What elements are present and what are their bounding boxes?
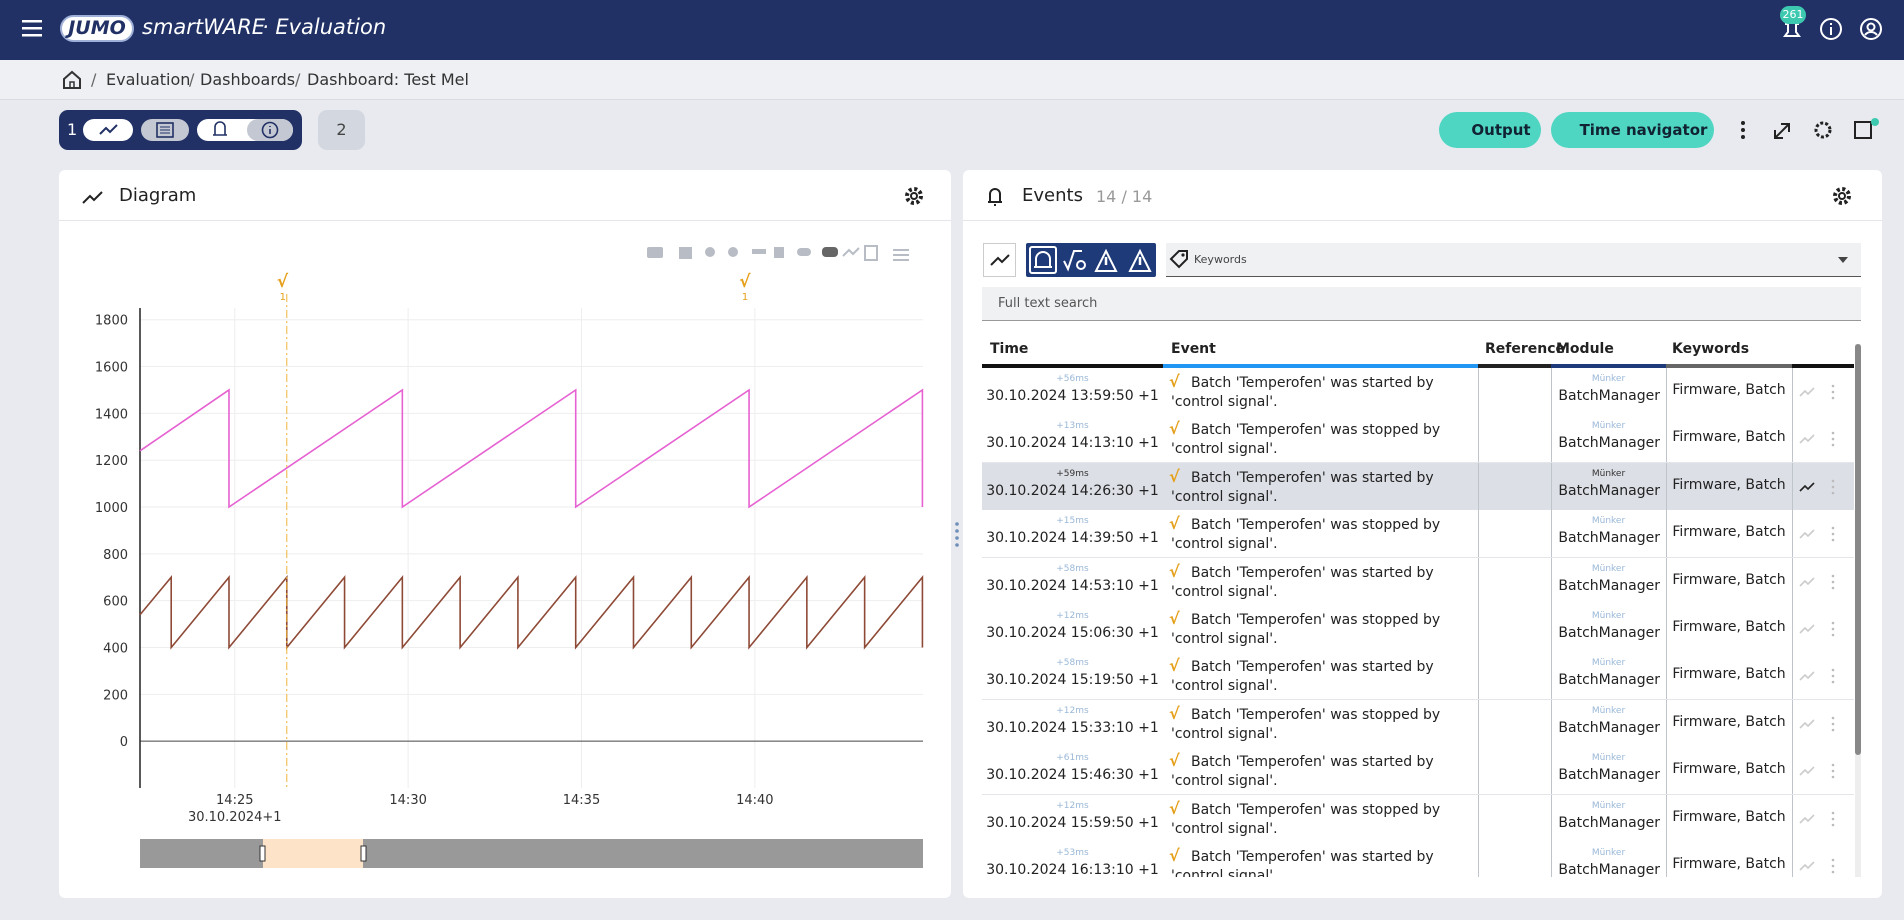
diagram-icon	[82, 191, 103, 204]
breadcrumb-link[interactable]: Dashboards	[200, 70, 296, 89]
button-label: Time navigator	[1579, 121, 1708, 139]
tab-active[interactable]: 1	[59, 110, 302, 150]
y-tick-label: 600	[103, 595, 128, 610]
y-tick-label: 1400	[95, 407, 128, 422]
event-count: 14 / 14	[1096, 187, 1153, 206]
account-button[interactable]	[1859, 17, 1883, 41]
splitter[interactable]	[951, 520, 963, 550]
menu-button[interactable]	[22, 18, 44, 40]
event-marker-label: 1	[742, 292, 748, 303]
column-header[interactable]: Module	[1556, 341, 1614, 357]
column-header[interactable]: Event	[1171, 341, 1216, 357]
column-header[interactable]: Reference	[1485, 341, 1566, 357]
range-handle[interactable]	[360, 845, 367, 862]
breadcrumb-current: Dashboard: Test Mel	[307, 70, 469, 89]
x-tick-label: 14:35	[563, 793, 600, 808]
tab[interactable]: 2	[318, 110, 365, 150]
series-line	[139, 575, 924, 650]
y-tick-label: 400	[103, 642, 128, 657]
range-handle[interactable]	[259, 845, 266, 862]
y-tick-label: 1000	[95, 501, 128, 516]
x-date-label: 30.10.2024+1	[188, 810, 282, 825]
series-line	[139, 388, 924, 509]
time-navigator-button[interactable]: Time navigator	[1551, 112, 1714, 148]
events-panel: Events 14 / 14 Keywords Full text search	[963, 170, 1882, 898]
info-button[interactable]	[1819, 17, 1843, 41]
diagram-panel: Diagram 14:25 14:30 14:35 14:40 30.10.2024+1…	[59, 170, 951, 898]
tab-widget-chip	[247, 119, 293, 141]
search-input[interactable]: Full text search	[982, 287, 1861, 321]
event-marker-icon: √	[739, 272, 751, 292]
x-tick-label: 14:25	[216, 793, 253, 808]
keywords-placeholder: Keywords	[1194, 253, 1247, 266]
chart-toolbar[interactable]	[647, 245, 909, 261]
home-link[interactable]	[61, 69, 83, 91]
logo: JUMO	[60, 15, 134, 42]
diagram-settings[interactable]	[902, 184, 926, 208]
event-marker-label: 1	[280, 292, 286, 303]
x-tick-label: 14:30	[389, 793, 426, 808]
tab-label: 1	[67, 120, 78, 139]
chart: 14:25 14:30 14:35 14:40 30.10.2024+1 0 200 400 6…	[95, 245, 924, 868]
button-label: Output	[1471, 121, 1531, 139]
column-header[interactable]: Time	[990, 341, 1029, 357]
search-placeholder: Full text search	[998, 296, 1098, 311]
chart-link-toggle[interactable]	[983, 243, 1016, 277]
top-bar: JUMO smartWARE · Evaluation 261	[0, 0, 1904, 60]
x-tick-label: 14:40	[736, 793, 773, 808]
keywords-select[interactable]: Keywords	[1166, 243, 1861, 277]
column-header[interactable]: Keywords	[1672, 341, 1750, 357]
y-tick-label: 1600	[95, 361, 128, 376]
y-tick-label: 1800	[95, 314, 128, 329]
y-tick-label: 800	[103, 548, 128, 563]
toolbar-icons[interactable]	[1735, 118, 1885, 142]
app-suffix: · Evaluation	[262, 15, 387, 39]
event-type-filter[interactable]	[1026, 243, 1156, 277]
panel-title: Diagram	[119, 185, 197, 206]
y-tick-label: 200	[103, 688, 128, 703]
range-navigator[interactable]	[140, 839, 923, 868]
events-settings[interactable]	[1830, 184, 1854, 208]
app-name: smartWARE	[142, 15, 266, 39]
range-selection[interactable]	[263, 839, 363, 868]
breadcrumb: / Evaluation / Dashboards / Dashboard: T…	[0, 60, 1904, 100]
panel-title: Events	[1022, 185, 1083, 206]
notification-badge: 261	[1780, 6, 1806, 24]
scrollbar[interactable]	[1855, 344, 1861, 877]
y-tick-label: 1200	[95, 454, 128, 469]
tab-widget-chip	[141, 119, 189, 141]
output-button[interactable]: Output	[1439, 112, 1541, 148]
breadcrumb-link[interactable]: Evaluation	[106, 70, 191, 89]
tab-widget-chip	[83, 119, 133, 141]
event-marker-icon: √	[277, 272, 289, 292]
y-tick-label: 0	[120, 735, 128, 750]
events-icon	[988, 188, 1002, 206]
